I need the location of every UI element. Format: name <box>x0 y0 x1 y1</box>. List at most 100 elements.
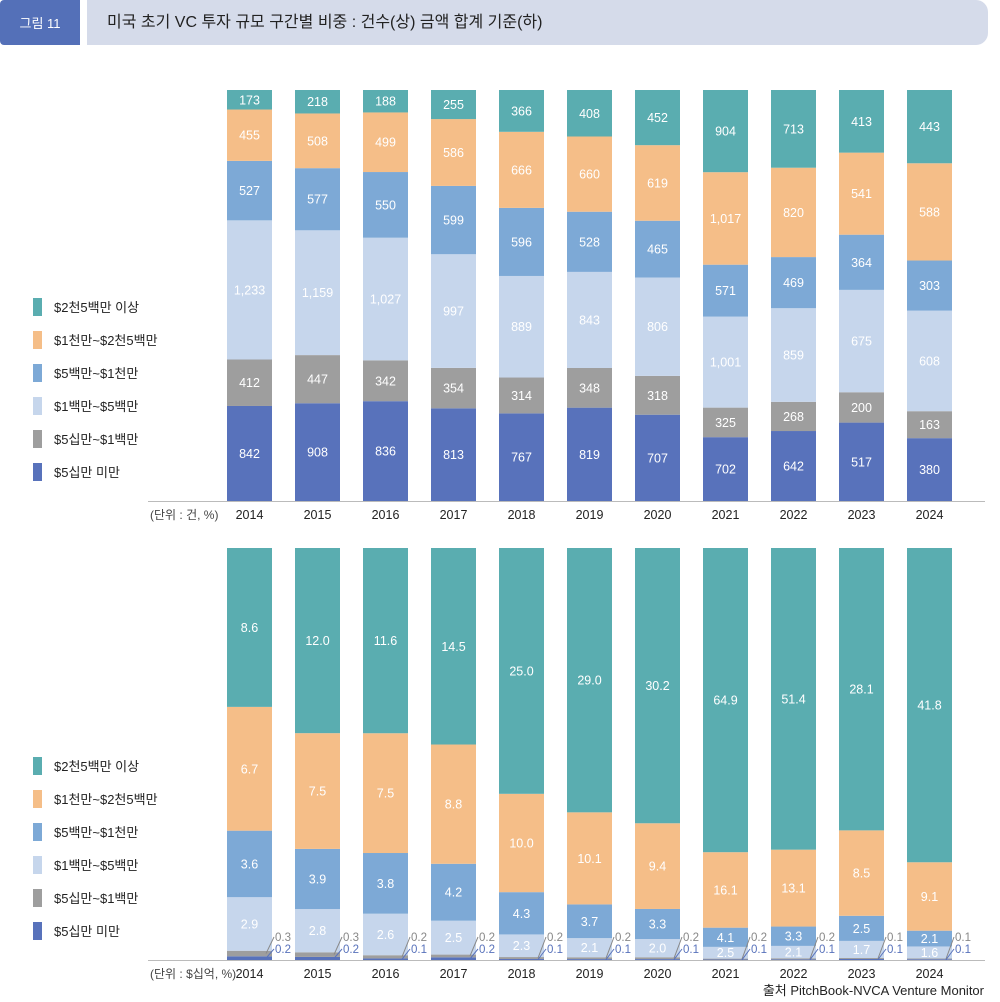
bar-segment <box>635 908 680 940</box>
bar-segment <box>567 271 612 368</box>
x-tick-label: 2014 <box>236 967 264 981</box>
callout-line <box>469 936 479 957</box>
data-label: 3.9 <box>309 872 326 886</box>
bar-segment <box>431 548 476 745</box>
data-label-small: 0.1 <box>751 944 767 956</box>
bar-segment <box>567 938 612 958</box>
data-label: 2.1 <box>921 932 938 946</box>
callout-line <box>333 948 343 959</box>
bar-segment <box>703 316 748 408</box>
bar-segment <box>295 848 340 910</box>
bar-segment <box>227 90 272 110</box>
unit-label: (단위 : $십억, %) <box>150 967 236 981</box>
data-label: 508 <box>307 134 328 148</box>
bar-segment <box>839 957 884 959</box>
data-label: 577 <box>307 193 328 207</box>
bar-segment <box>499 207 544 276</box>
x-tick-label: 2020 <box>644 508 672 522</box>
data-label-small: 0.1 <box>547 944 563 956</box>
bar-segment <box>227 359 272 406</box>
bar-segment <box>499 934 544 958</box>
data-label: 51.4 <box>781 692 805 706</box>
callout-line <box>333 936 343 955</box>
bar-segment <box>499 957 544 960</box>
bar-segment <box>771 308 816 402</box>
data-label: 889 <box>511 320 532 334</box>
figure-label: 그림 11 <box>0 0 80 45</box>
bar-segment <box>499 892 544 935</box>
x-tick-label: 2022 <box>780 508 808 522</box>
data-label: 255 <box>443 98 464 112</box>
data-label: 660 <box>579 168 600 182</box>
bar-segment <box>771 849 816 927</box>
data-label: 9.4 <box>649 860 666 874</box>
bar-segment <box>499 90 544 132</box>
bar-segment <box>703 437 748 501</box>
bar-segment <box>295 355 340 404</box>
bar-segment <box>363 237 408 361</box>
bar-segment <box>771 959 816 960</box>
data-label: 14.5 <box>441 640 465 654</box>
x-tick-label: 2018 <box>508 967 536 981</box>
callout-line <box>945 948 955 960</box>
bar-segment <box>771 431 816 501</box>
x-tick-label: 2019 <box>576 967 604 981</box>
data-label: 25.0 <box>509 664 533 678</box>
data-label: 12.0 <box>305 634 329 648</box>
x-tick-label: 2022 <box>780 967 808 981</box>
data-label: 318 <box>647 389 668 403</box>
data-label: 413 <box>851 115 872 129</box>
data-label: 842 <box>239 447 260 461</box>
bar-segment <box>363 172 408 238</box>
legend-swatch <box>33 364 42 382</box>
legend-swatch <box>33 397 42 415</box>
bar-segment <box>907 163 952 261</box>
bar-segment <box>295 733 340 849</box>
data-label: 1,159 <box>302 286 333 300</box>
bar-segment <box>567 90 612 137</box>
bar-segment <box>567 959 612 960</box>
data-label: 28.1 <box>849 683 873 697</box>
bar-segment <box>567 904 612 939</box>
bar-segment <box>227 830 272 898</box>
data-label: 3.8 <box>377 877 394 891</box>
bar-segment <box>703 959 748 961</box>
x-tick-label: 2014 <box>236 508 264 522</box>
data-label-small: 0.1 <box>887 932 903 944</box>
bar-segment <box>363 733 408 854</box>
bar-segment <box>907 411 952 439</box>
bar-segment <box>227 950 272 957</box>
x-tick-label: 2015 <box>304 508 332 522</box>
x-tick-label: 2016 <box>372 967 400 981</box>
data-label: 1,001 <box>710 356 741 370</box>
data-label: 2.5 <box>445 931 462 945</box>
bar-segment <box>771 548 816 850</box>
bar-segment <box>635 414 680 501</box>
bar-segment <box>771 945 816 959</box>
bar-segment <box>635 823 680 909</box>
data-label-small: 0.2 <box>751 932 767 944</box>
data-label: 6.7 <box>241 762 258 776</box>
data-label: 9.1 <box>921 890 938 904</box>
x-tick-label: 2024 <box>916 508 944 522</box>
bar-segment <box>771 958 816 960</box>
data-label: 188 <box>375 95 396 109</box>
data-label: 200 <box>851 401 872 415</box>
data-label: 29.0 <box>577 674 601 688</box>
data-label: 11.6 <box>374 634 397 648</box>
x-tick-label: 2019 <box>576 508 604 522</box>
bar-segment <box>431 367 476 409</box>
data-label: 517 <box>851 455 872 469</box>
bar-segment <box>907 310 952 412</box>
bar-segment <box>771 401 816 432</box>
bar-segment <box>499 413 544 501</box>
data-label: 64.9 <box>713 694 737 708</box>
data-label: 619 <box>647 176 668 190</box>
bar-segment <box>567 136 612 212</box>
bar-segment <box>499 275 544 378</box>
bar-segment <box>295 168 340 231</box>
data-label: 666 <box>511 163 532 177</box>
bar-segment <box>431 185 476 255</box>
bar-segment <box>363 90 408 113</box>
